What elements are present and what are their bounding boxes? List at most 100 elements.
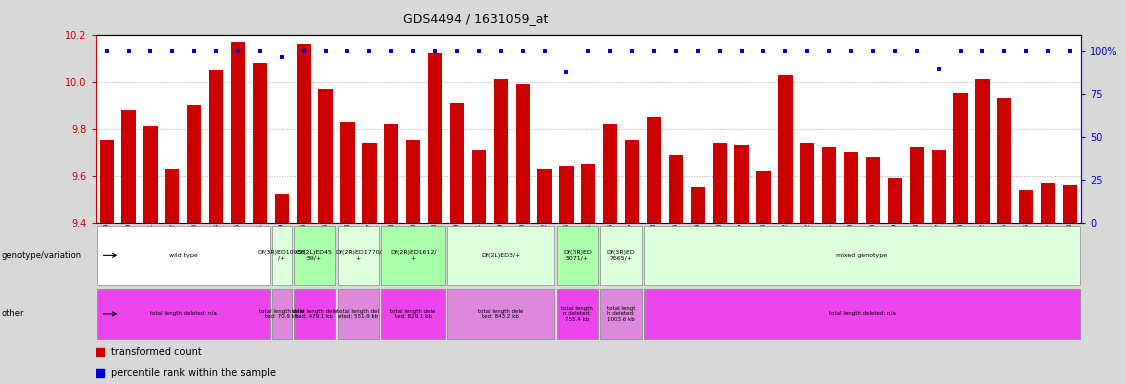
Bar xyxy=(1019,190,1034,223)
Text: GSM848332: GSM848332 xyxy=(783,223,788,265)
Bar xyxy=(556,289,598,339)
Text: genotype/variation: genotype/variation xyxy=(1,251,81,260)
Text: total lengt
h deleted:
1003.6 kb: total lengt h deleted: 1003.6 kb xyxy=(607,306,635,322)
Text: total length deleted: n/a: total length deleted: n/a xyxy=(150,311,216,316)
Text: GSM848342: GSM848342 xyxy=(804,223,811,265)
Bar xyxy=(209,70,223,223)
Bar xyxy=(669,154,683,223)
Text: GSM848347: GSM848347 xyxy=(936,223,941,265)
Text: GSM848322: GSM848322 xyxy=(169,223,176,265)
Text: transformed count: transformed count xyxy=(111,347,203,358)
Bar xyxy=(319,89,332,223)
Text: mixed genotype: mixed genotype xyxy=(837,253,887,258)
Text: GSM848351: GSM848351 xyxy=(586,223,591,265)
Text: GSM848349: GSM848349 xyxy=(892,223,897,265)
Text: Df(2R)ED1612/
+: Df(2R)ED1612/ + xyxy=(390,250,437,261)
Text: GSM848320: GSM848320 xyxy=(126,223,132,265)
Text: GSM848327: GSM848327 xyxy=(366,223,373,265)
Bar xyxy=(294,289,336,339)
Bar xyxy=(690,187,705,223)
Text: percentile rank within the sample: percentile rank within the sample xyxy=(111,368,277,379)
Bar xyxy=(866,157,881,223)
Text: GSM848333: GSM848333 xyxy=(651,223,656,265)
Text: GSM848337: GSM848337 xyxy=(739,223,744,265)
Text: Df(3R)ED
5071/+: Df(3R)ED 5071/+ xyxy=(563,250,592,261)
Text: GSM848319: GSM848319 xyxy=(104,223,109,265)
Text: GSM848334: GSM848334 xyxy=(323,223,329,265)
Text: GSM848353: GSM848353 xyxy=(1067,223,1073,265)
Text: wild type: wild type xyxy=(169,253,198,258)
Bar xyxy=(644,289,1080,339)
Text: GSM848343: GSM848343 xyxy=(760,223,767,265)
Text: Df(2L)ED3/+: Df(2L)ED3/+ xyxy=(481,253,520,258)
Text: GSM848359: GSM848359 xyxy=(279,223,285,265)
Bar xyxy=(801,143,814,223)
Bar xyxy=(537,169,552,223)
Text: Df(2R)ED1770/
+: Df(2R)ED1770/ + xyxy=(336,250,382,261)
Bar xyxy=(382,226,445,285)
Bar xyxy=(954,93,967,223)
Bar xyxy=(187,105,202,223)
Bar xyxy=(382,289,445,339)
Text: total length deleted: n/a: total length deleted: n/a xyxy=(829,311,895,316)
Text: other: other xyxy=(1,310,24,318)
Bar xyxy=(581,164,596,223)
Text: total length dele
ted: 843.2 kb: total length dele ted: 843.2 kb xyxy=(479,308,524,319)
Bar xyxy=(272,226,292,285)
Bar xyxy=(600,226,642,285)
Text: GSM848344: GSM848344 xyxy=(563,223,570,265)
Bar xyxy=(99,141,114,223)
Bar xyxy=(556,226,598,285)
Bar xyxy=(272,289,292,339)
Bar xyxy=(294,226,336,285)
Text: GSM848361: GSM848361 xyxy=(476,223,482,265)
Text: GSM848341: GSM848341 xyxy=(826,223,832,265)
Bar xyxy=(600,289,642,339)
Text: GSM848323: GSM848323 xyxy=(191,223,197,265)
Bar xyxy=(338,226,379,285)
Text: GSM848355: GSM848355 xyxy=(1001,223,1008,265)
Bar xyxy=(1063,185,1078,223)
Bar xyxy=(428,53,443,223)
Text: total length dele
ted: 70.9 kb: total length dele ted: 70.9 kb xyxy=(259,308,304,319)
Bar xyxy=(447,226,554,285)
Bar xyxy=(560,166,573,223)
Bar xyxy=(472,150,486,223)
Text: GSM848338: GSM848338 xyxy=(388,223,394,265)
Bar xyxy=(363,143,376,223)
Text: GSM848360: GSM848360 xyxy=(410,223,417,265)
Bar xyxy=(406,141,420,223)
Bar xyxy=(844,152,858,223)
Text: Df(3R)ED
7665/+: Df(3R)ED 7665/+ xyxy=(607,250,635,261)
Bar xyxy=(122,110,135,223)
Bar xyxy=(143,126,158,223)
Text: GSM848328: GSM848328 xyxy=(432,223,438,265)
Bar xyxy=(822,147,837,223)
Text: GSM848331: GSM848331 xyxy=(257,223,262,265)
Text: Df(2L)ED45
59/+: Df(2L)ED45 59/+ xyxy=(297,250,332,261)
Text: GSM848357: GSM848357 xyxy=(629,223,635,265)
Bar xyxy=(447,289,554,339)
Text: GSM848345: GSM848345 xyxy=(607,223,614,265)
Bar xyxy=(910,147,923,223)
Text: GSM848324: GSM848324 xyxy=(213,223,220,265)
Bar xyxy=(231,41,245,223)
Text: total length del
eted: 551.9 kb: total length del eted: 551.9 kb xyxy=(338,308,379,319)
Bar xyxy=(1042,183,1055,223)
Bar xyxy=(625,141,640,223)
Bar xyxy=(97,226,270,285)
Text: GSM848362: GSM848362 xyxy=(542,223,547,265)
Text: GSM848356: GSM848356 xyxy=(957,223,964,265)
Bar xyxy=(338,289,379,339)
Text: total length dele
ted: 829.1 kb: total length dele ted: 829.1 kb xyxy=(391,308,436,319)
Bar xyxy=(998,98,1011,223)
Text: GSM848350: GSM848350 xyxy=(848,223,854,265)
Text: total length dele
ted: 479.1 kb: total length dele ted: 479.1 kb xyxy=(292,308,338,319)
Bar xyxy=(604,124,617,223)
Bar xyxy=(450,103,464,223)
Text: GDS4494 / 1631059_at: GDS4494 / 1631059_at xyxy=(403,12,548,25)
Bar xyxy=(975,79,990,223)
Bar xyxy=(384,124,399,223)
Text: GSM848348: GSM848348 xyxy=(914,223,920,265)
Bar xyxy=(931,150,946,223)
